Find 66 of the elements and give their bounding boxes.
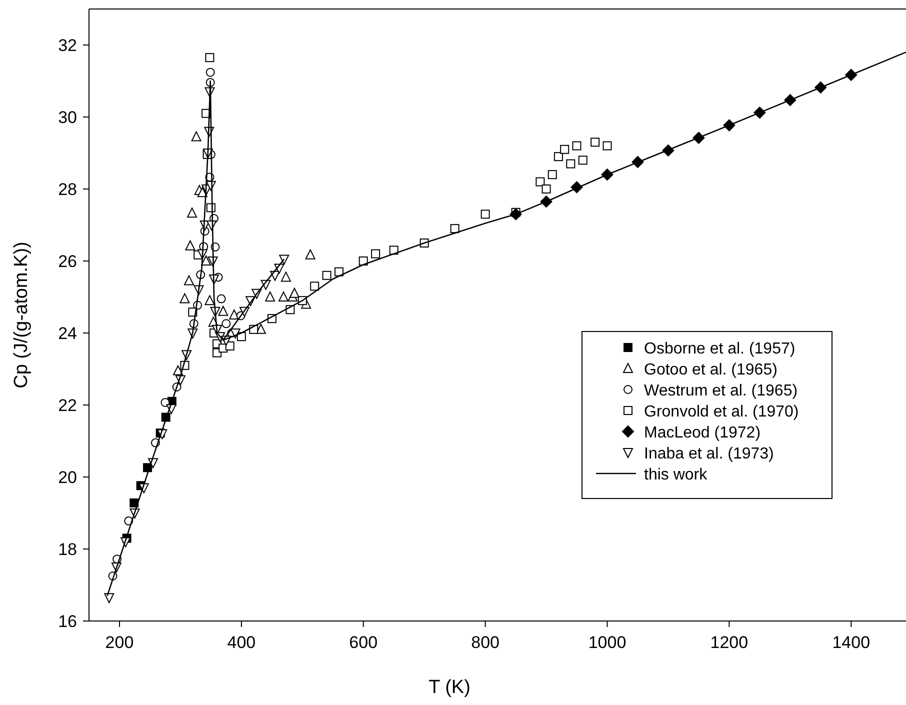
legend-label: this work bbox=[644, 466, 708, 484]
point bbox=[578, 156, 588, 165]
point bbox=[542, 184, 551, 194]
point bbox=[191, 131, 202, 142]
point bbox=[229, 310, 240, 320]
y-tick-label: 18 bbox=[58, 540, 77, 559]
point bbox=[322, 270, 332, 280]
legend-label: Osborne et al. (1957) bbox=[644, 340, 796, 358]
x-tick-label: 1000 bbox=[588, 633, 626, 652]
point bbox=[205, 53, 214, 62]
legend-label: Inaba et al. (1973) bbox=[644, 446, 774, 462]
point bbox=[222, 319, 231, 328]
point bbox=[216, 294, 226, 304]
point bbox=[265, 292, 276, 302]
x-tick-label: 1400 bbox=[832, 633, 870, 652]
point bbox=[480, 210, 490, 219]
legend-label: Gronvold et al. (1970) bbox=[644, 404, 799, 420]
point bbox=[180, 293, 190, 304]
point bbox=[280, 272, 291, 282]
point bbox=[218, 306, 228, 316]
x-tick-label: 400 bbox=[227, 633, 256, 652]
point bbox=[204, 295, 215, 306]
point bbox=[278, 292, 288, 302]
point bbox=[554, 152, 563, 162]
point bbox=[130, 498, 139, 508]
x-tick-label: 800 bbox=[471, 633, 500, 652]
point bbox=[104, 593, 114, 604]
x-tick-label: 200 bbox=[105, 633, 134, 652]
y-tick-label: 20 bbox=[58, 468, 77, 487]
point bbox=[279, 254, 290, 265]
y-tick-label: 32 bbox=[58, 36, 77, 55]
point bbox=[560, 144, 570, 154]
x-tick-label: 600 bbox=[349, 633, 378, 652]
y-tick-label: 30 bbox=[58, 108, 77, 127]
point bbox=[305, 249, 316, 260]
y-tick-label: 28 bbox=[58, 180, 77, 199]
y-tick-label: 24 bbox=[58, 324, 77, 343]
point bbox=[334, 267, 344, 276]
point bbox=[256, 324, 266, 334]
point bbox=[310, 282, 320, 291]
point bbox=[184, 275, 194, 286]
point bbox=[590, 138, 600, 147]
point bbox=[371, 249, 380, 258]
y-axis-title: Cp (J/(g-atom.K)) bbox=[11, 242, 32, 388]
point bbox=[206, 68, 215, 77]
point bbox=[225, 341, 234, 350]
point bbox=[173, 365, 184, 376]
legend-label: Westrum et al. (1965) bbox=[644, 382, 798, 400]
legend-label: Gotoo et al. (1965) bbox=[644, 362, 778, 378]
point bbox=[566, 159, 576, 168]
point bbox=[602, 141, 612, 150]
x-tick-label: 1200 bbox=[710, 633, 748, 652]
y-tick-label: 26 bbox=[58, 252, 77, 271]
point bbox=[187, 208, 198, 218]
point bbox=[450, 224, 460, 234]
y-tick-label: 16 bbox=[58, 612, 77, 631]
point bbox=[548, 170, 557, 180]
y-tick-label: 22 bbox=[58, 396, 77, 415]
point bbox=[572, 141, 582, 150]
point bbox=[185, 240, 196, 250]
point bbox=[536, 177, 545, 186]
x-axis-title: T (K) bbox=[428, 677, 470, 698]
point bbox=[289, 288, 300, 298]
legend-label: MacLeod (1972) bbox=[644, 424, 761, 442]
point bbox=[160, 398, 170, 407]
point bbox=[201, 256, 212, 266]
